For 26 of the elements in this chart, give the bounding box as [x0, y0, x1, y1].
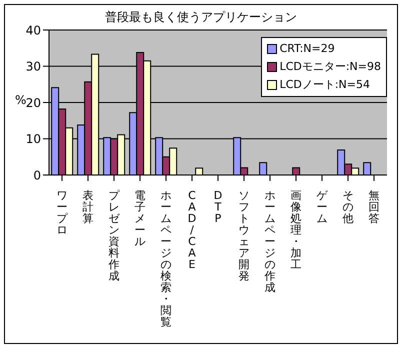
x-tick-label: その他 [342, 189, 354, 225]
x-tick-label: ソフトウェア開発 [238, 189, 250, 282]
bar [195, 168, 204, 175]
category-label: ホームページの作成 [264, 189, 276, 294]
category-label: ホームページの検索・閲覧 [160, 189, 172, 328]
bar [259, 162, 268, 175]
y-tick-label: 20 [26, 96, 41, 110]
legend-label: LCDノート:N=54 [280, 77, 370, 93]
x-tick-label: ワープロ [56, 189, 68, 236]
bar [363, 162, 372, 175]
x-tick-label: 電子メール [134, 189, 146, 248]
x-tick-label: 画像処理・加工 [290, 189, 302, 271]
x-tick-label: 無回答 [368, 189, 380, 225]
x-tick-label: DTP [214, 189, 222, 225]
chart-title: 普段最も良く使うアプリケーション [105, 10, 297, 24]
y-tick-label: 40 [26, 23, 41, 38]
y-tick-label: 0 [33, 168, 41, 182]
y-tick-label: 10 [26, 132, 41, 146]
y-tick-label: 30 [26, 60, 41, 74]
legend-label: CRT:N=29 [280, 41, 335, 57]
x-tick-label: 表計算 [82, 189, 94, 225]
x-tick-label: ゲーム [316, 189, 328, 225]
x-tick-label: CAD/CAE [188, 189, 196, 271]
x-tick-label: プレゼン資料作成 [108, 189, 120, 282]
legend-label: LCDモニター:N=98 [280, 59, 381, 75]
y-axis-title: % [15, 93, 26, 107]
